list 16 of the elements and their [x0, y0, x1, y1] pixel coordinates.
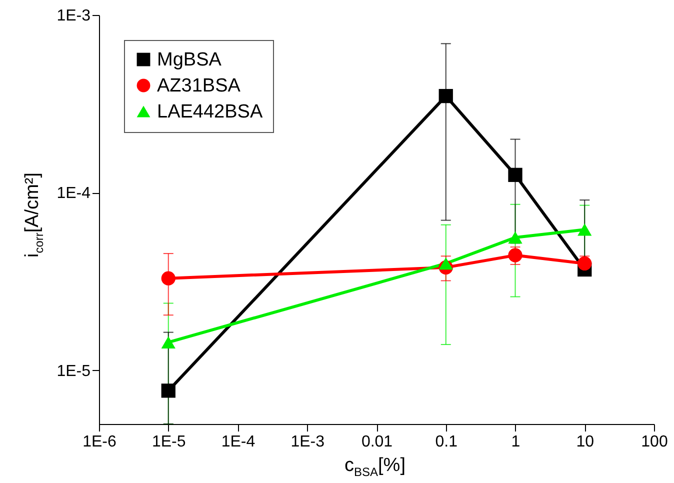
x-tick-label: 1: [511, 434, 520, 450]
legend-label: LAE442BSA: [157, 102, 263, 122]
x-tick-label: 1E-5: [152, 434, 186, 450]
y-tick-label: 1E-5: [56, 362, 91, 380]
legend-label: AZ31BSA: [157, 76, 241, 96]
x-tick-label: 1E-3: [290, 434, 325, 450]
x-tick-label: 1E-4: [221, 434, 256, 450]
x-tick-label: 1E-6: [82, 434, 116, 450]
legend-label: MgBSA: [157, 50, 222, 70]
x-tick-label: 10: [576, 434, 594, 450]
x-tick-label: 100: [641, 434, 668, 450]
x-tick-label: 0.1: [435, 434, 458, 450]
y-tick-label: 1E-4: [56, 185, 91, 202]
y-tick-label: 1E-3: [56, 8, 91, 24]
x-tick-label: 0.01: [361, 434, 393, 450]
x-axis-title: c$_{BSA}$[%]: [344, 455, 406, 479]
